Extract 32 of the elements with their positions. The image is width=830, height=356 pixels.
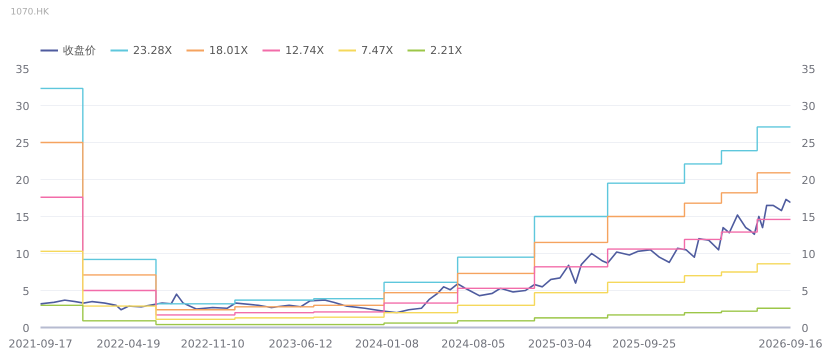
x-tick-label: 2024-01-08 — [354, 338, 419, 350]
y2-tick-label: 0 — [802, 322, 808, 335]
y2-tick-label: 10 — [802, 248, 816, 261]
legend-label: 12.74X — [285, 44, 324, 56]
y-tick-label: 0 — [22, 322, 30, 335]
x-tick-label: 2024-08-05 — [441, 338, 506, 350]
y-tick-label: 5 — [22, 285, 30, 298]
x-tick-label: 2023-06-12 — [268, 338, 333, 350]
y2-tick-label: 35 — [802, 63, 816, 76]
y-tick-label: 15 — [16, 211, 30, 224]
chart-title: 1070.HK — [10, 8, 50, 18]
legend-label: 18.01X — [209, 44, 248, 56]
legend-label: 23.28X — [133, 44, 172, 56]
y-tick-label: 30 — [16, 100, 30, 113]
y2-tick-label: 25 — [802, 137, 816, 150]
y2-tick-label: 15 — [802, 211, 816, 224]
x-tick-label: 2026-09-16 — [758, 338, 822, 350]
y2-tick-label: 20 — [802, 174, 816, 187]
y2-tick-label: 5 — [802, 285, 808, 298]
y-tick-label: 25 — [16, 137, 30, 150]
legend-label: 2.21X — [430, 44, 462, 56]
y2-tick-label: 30 — [802, 100, 816, 113]
legend-label: 7.47X — [361, 44, 394, 56]
y-tick-label: 35 — [16, 63, 30, 76]
x-tick-label: 2025-09-25 — [612, 338, 676, 350]
x-tick-label: 2022-11-10 — [180, 338, 245, 350]
y-tick-label: 20 — [16, 174, 30, 187]
x-tick-label: 2021-09-17 — [8, 338, 72, 350]
x-tick-label: 2025-03-04 — [528, 338, 592, 350]
y-tick-label: 10 — [16, 248, 30, 261]
legend-label: 收盘价 — [63, 42, 96, 58]
x-tick-label: 2022-04-19 — [96, 338, 160, 350]
